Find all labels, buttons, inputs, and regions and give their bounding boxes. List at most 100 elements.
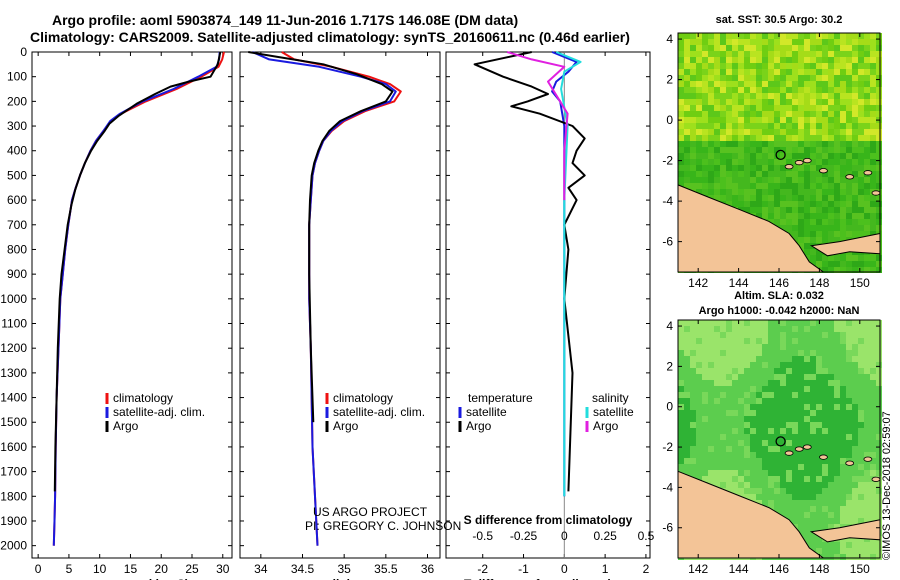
y-tick-label: 0 <box>20 45 27 59</box>
x2-tick-label: -0.25 <box>510 529 538 543</box>
map-cell <box>702 434 708 440</box>
map-cell <box>870 440 876 446</box>
map-cell <box>780 57 786 63</box>
map-cell <box>870 69 876 75</box>
map-cell <box>804 440 810 446</box>
map-cell <box>834 237 840 243</box>
map-cell <box>834 141 840 147</box>
map-cell <box>834 488 840 494</box>
map-cell <box>744 81 750 87</box>
map-cell <box>828 189 834 195</box>
map-cell <box>864 446 870 452</box>
climatology-line <box>281 51 402 546</box>
map-cell <box>798 344 804 350</box>
map-cell <box>696 380 702 386</box>
map-cell <box>732 33 738 39</box>
map-cell <box>678 177 684 183</box>
map-cell <box>756 39 762 45</box>
map-cell <box>690 69 696 75</box>
x-tick-label: 35.5 <box>374 562 398 576</box>
map-cell <box>846 39 852 45</box>
map-cell <box>774 141 780 147</box>
map-cell <box>876 344 882 350</box>
map-cell <box>738 476 744 482</box>
map-cell <box>708 129 714 135</box>
map-cell <box>684 386 690 392</box>
map-cell <box>696 105 702 111</box>
map-cell <box>738 482 744 488</box>
map-cell <box>714 356 720 362</box>
map-cell <box>768 135 774 141</box>
map-cell <box>732 201 738 207</box>
map-cell <box>744 410 750 416</box>
map-cell <box>846 506 852 512</box>
map-cell <box>834 147 840 153</box>
map-cell <box>750 141 756 147</box>
map-cell <box>738 189 744 195</box>
map-cell <box>810 45 816 51</box>
map-cell <box>870 452 876 458</box>
map-cell <box>750 135 756 141</box>
map-cell <box>834 255 840 261</box>
map-cell <box>696 129 702 135</box>
map-cell <box>684 464 690 470</box>
map-cell <box>720 386 726 392</box>
map-cell <box>822 344 828 350</box>
map-cell <box>870 542 876 548</box>
map-cell <box>822 440 828 446</box>
map-cell <box>876 225 882 231</box>
map-cell <box>870 171 876 177</box>
map-cell <box>852 500 858 506</box>
map-cell <box>846 87 852 93</box>
map-cell <box>696 123 702 129</box>
map-cell <box>870 111 876 117</box>
map-cell <box>810 75 816 81</box>
map-cell <box>702 177 708 183</box>
map-cell <box>708 434 714 440</box>
map-cell <box>750 189 756 195</box>
map-cell <box>852 45 858 51</box>
map-cell <box>702 362 708 368</box>
map-cell <box>798 111 804 117</box>
map-cell <box>762 380 768 386</box>
map-cell <box>720 416 726 422</box>
map-cell <box>804 458 810 464</box>
map-cell <box>732 374 738 380</box>
map-cell <box>690 344 696 350</box>
map-cell <box>876 482 882 488</box>
map-cell <box>702 159 708 165</box>
y-tick-label: 1100 <box>1 317 27 331</box>
map-cell <box>822 554 828 560</box>
map-cell <box>822 201 828 207</box>
map-cell <box>756 476 762 482</box>
map-cell <box>696 326 702 332</box>
map-cell <box>696 33 702 39</box>
x-tick-label: 10 <box>93 562 107 576</box>
map-cell <box>876 201 882 207</box>
map-cell <box>798 147 804 153</box>
map-cell <box>714 446 720 452</box>
map-cell <box>774 201 780 207</box>
map-cell <box>786 410 792 416</box>
map-cell <box>810 63 816 69</box>
map-cell <box>834 374 840 380</box>
map-cell <box>744 177 750 183</box>
map-cell <box>798 530 804 536</box>
map-cell <box>864 356 870 362</box>
map-cell <box>780 488 786 494</box>
map-cell <box>834 476 840 482</box>
map-cell <box>852 213 858 219</box>
map-cell <box>732 111 738 117</box>
map-cell <box>858 482 864 488</box>
map-cell <box>744 201 750 207</box>
map-cell <box>726 470 732 476</box>
map-cell <box>876 159 882 165</box>
map-cell <box>834 518 840 524</box>
map-cell <box>732 356 738 362</box>
map-cell <box>822 81 828 87</box>
map-cell <box>684 99 690 105</box>
map-cell <box>762 171 768 177</box>
map-cell <box>840 183 846 189</box>
x-tick-label: 2 <box>643 562 650 576</box>
lat-tick-label: 0 <box>666 113 673 127</box>
